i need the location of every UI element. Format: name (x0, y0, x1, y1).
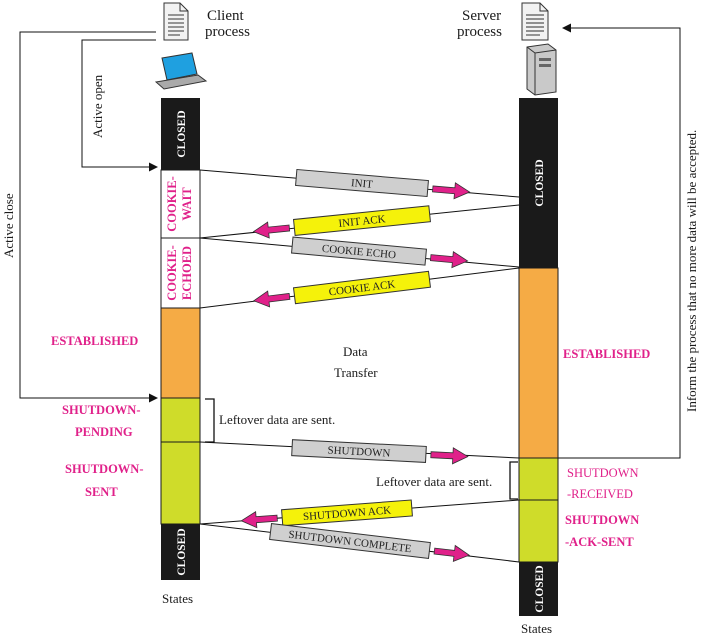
client-established-label: ESTABLISHED (51, 334, 138, 348)
client-cookie-echoed-line2: ECHOED (180, 246, 194, 300)
server-tower-icon (526, 43, 557, 96)
server-leftover-bracket (509, 461, 518, 500)
inform-process-label: Inform the process that no more data wil… (684, 130, 699, 412)
init-ack-message-label: INIT ACK (338, 213, 386, 230)
server-states-label: States (521, 621, 552, 636)
server-shutdown-ack-sent-line1: SHUTDOWN (565, 513, 639, 527)
client-closed-bottom-label: CLOSED (176, 528, 188, 575)
cookie-echo-message: COOKIE ECHO (291, 236, 469, 269)
server-shutdown-received-line1: SHUTDOWN (567, 466, 639, 480)
client-closed-top-label: CLOSED (176, 110, 188, 157)
client-document-icon (163, 2, 189, 41)
server-leftover-note: Leftover data are sent. (376, 474, 492, 489)
shutdown-ack-message: SHUTDOWN ACK (240, 499, 413, 529)
client-cookie-wait-line1: COOKIE- (165, 176, 179, 232)
client-leftover-bracket (205, 398, 215, 443)
server-shutdown-ack-sent-bar (518, 499, 559, 563)
client-closed-bottom-bar (161, 524, 200, 580)
client-cookie-wait-line2: WAIT (180, 187, 194, 221)
init-message-label: INIT (350, 177, 373, 191)
client-shutdown-sent-bar (160, 441, 201, 525)
client-cookie-echoed-line1: COOKIE- (165, 245, 179, 301)
data-transfer-line1: Data (343, 344, 368, 359)
server-closed-bottom-label: CLOSED (534, 565, 546, 612)
server-title-line2: process (457, 24, 502, 40)
server-established-bar (518, 267, 559, 459)
init-ack-arrow-icon (252, 221, 291, 239)
server-title-line1: Server (462, 8, 501, 24)
server-shutdown-received-line2: -RECEIVED (567, 487, 633, 501)
shutdown-complete-message-box (269, 523, 431, 559)
laptop-icon (154, 52, 208, 90)
shutdown-complete-message: SHUTDOWN COMPLETE (269, 523, 470, 562)
init-message-box (295, 168, 429, 198)
server-closed-top-bar (519, 98, 558, 268)
cookie-echo-arrow-icon (429, 250, 469, 269)
client-shutdown-pending-line1: SHUTDOWN- (62, 403, 140, 417)
cookie-ack-arrow-icon (252, 290, 291, 308)
init-message: INIT (295, 168, 471, 200)
shutdown-complete-arrow-icon (433, 544, 470, 562)
server-document-icon (521, 2, 549, 41)
active-open-arrow (81, 39, 158, 172)
cookie-echo-message-box (291, 236, 427, 266)
inform-process-arrow (558, 23, 681, 459)
client-states-label: States (162, 591, 193, 606)
active-close-arrow (19, 31, 158, 403)
client-title-line1: Client (207, 8, 244, 24)
shutdown-ack-message-box (281, 499, 413, 527)
shutdown-message-box (291, 439, 427, 463)
cookie-ack-message-box (292, 270, 431, 305)
shutdown-ack-arrow-icon (240, 511, 278, 529)
init-ack-message-box (292, 205, 431, 236)
server-shutdown-ack-sent-line2: -ACK-SENT (565, 535, 634, 549)
init-arrow-icon (432, 182, 471, 200)
data-transfer-line2: Transfer (334, 365, 378, 380)
shutdown-message: SHUTDOWN (291, 439, 469, 465)
init-ack-message: INIT ACK (252, 205, 431, 239)
shutdown-arrow-icon (430, 447, 469, 465)
server-established-label: ESTABLISHED (563, 347, 650, 361)
server-shutdown-received-bar (518, 457, 559, 501)
client-shutdown-pending-bar (160, 397, 201, 443)
active-close-label: Active close (1, 193, 16, 258)
cookie-ack-message: COOKIE ACK (252, 270, 431, 308)
client-closed-top-bar (161, 98, 200, 170)
client-shutdown-sent-line2: SENT (85, 485, 118, 499)
client-established-bar (160, 307, 201, 399)
client-leftover-note: Leftover data are sent. (219, 412, 335, 427)
shutdown-message-label: SHUTDOWN (327, 444, 391, 459)
server-closed-bottom-bar (519, 562, 558, 616)
server-closed-top-label: CLOSED (534, 159, 546, 206)
client-title-line2: process (205, 24, 250, 40)
client-shutdown-pending-line2: PENDING (75, 425, 133, 439)
client-shutdown-sent-line1: SHUTDOWN- (65, 462, 143, 476)
active-open-label: Active open (90, 74, 105, 138)
